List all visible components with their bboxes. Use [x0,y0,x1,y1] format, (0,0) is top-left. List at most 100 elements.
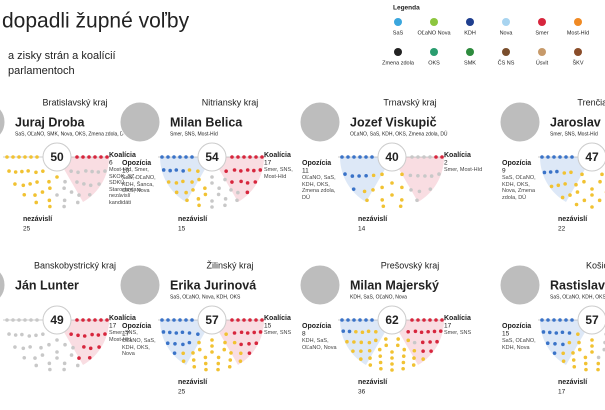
seat [90,332,94,337]
seat [168,168,172,173]
seat [17,155,21,159]
group-count: 8 [302,331,306,338]
legend-swatch [502,48,510,56]
seat [252,168,256,173]
seat [20,332,24,337]
seat [210,199,214,203]
seat [560,330,565,335]
seat [254,318,258,322]
seat [558,318,562,322]
candidate-parties: KDH, SaS, OĽaNO, Nova [350,294,407,300]
candidate-name: Erika Jurinová [170,278,256,292]
seat [20,169,24,174]
seat [210,175,214,179]
region: Košický kraj [586,260,605,270]
seat [93,318,97,322]
seat [82,345,86,349]
seat [40,190,45,194]
opposition-wedge [340,320,392,365]
seat [203,186,207,190]
seat [341,329,346,333]
seat [210,350,214,354]
group-parties: Smer, SNS, Most-Híd [109,330,138,343]
seat [55,356,59,360]
seat [415,198,419,203]
seat [48,186,52,190]
candidate-name: Jaroslav Baška [550,115,605,129]
candidate-name: Ján Lunter [15,278,79,292]
seat [546,318,550,322]
seat [406,338,411,343]
seat [370,318,374,322]
seat [55,193,59,197]
group-parties: KDH, SaS, OĽaNO, Nova [302,338,337,351]
group-parties: Smer, SNS, Most-Híd [264,167,293,180]
seat [596,361,601,366]
group-count: 10 [122,168,130,175]
seat [76,333,80,338]
legend-swatch [538,18,546,26]
total-circle [377,305,407,335]
legend-label: OĽaNO Nova [417,30,451,36]
photo [0,108,6,136]
seat [34,170,38,175]
seat [224,169,228,173]
seat [173,341,177,346]
seat [351,349,355,353]
candidate-name: Jozef Viskupič [350,115,437,129]
seat [412,348,417,353]
seat [245,331,250,335]
seat [561,342,565,347]
seat [236,318,240,322]
region: Trnavský kraj [383,97,436,107]
seat [229,188,233,192]
seat [561,359,566,363]
seat [223,177,227,182]
group-count: 17 [109,323,117,330]
group-parties: OĽaNO, SaS, KDH, OKS, Zmena zdola, DÚ [302,175,336,201]
seat [597,198,602,203]
opposition-wedge [160,157,212,202]
group-parties: Smer, SNS [444,330,472,336]
seat [232,168,237,172]
seat [584,367,588,372]
seat [5,318,9,322]
seat [184,155,188,159]
legend-label: Most-Híd [567,30,589,36]
seat [7,332,11,336]
seat [203,192,208,197]
legend-swatch [538,48,546,56]
group-count: 6 [109,160,113,167]
seat [411,363,416,367]
seat [419,330,424,335]
seat [62,204,66,209]
seat [602,347,605,352]
seat [258,168,263,172]
seat [166,318,170,322]
seat [41,332,45,336]
seat [366,329,371,334]
seat [235,198,239,203]
seat [81,318,85,322]
seat [22,192,27,197]
legend-swatch [502,18,510,26]
legend-label: Smer [535,30,548,36]
seat [381,204,386,209]
group-count: 25 [23,226,31,233]
legend-label: SaS [393,30,404,36]
seat [576,332,580,336]
seat [48,204,52,209]
seat [596,367,600,372]
seat [552,318,556,322]
seat [590,187,594,191]
seat [401,354,406,358]
group-parties: SaS, OĽaNO, KDH, Nova [502,338,536,351]
seat [435,339,439,344]
seat [210,205,214,209]
seat [160,318,164,322]
subtitle: a zisky strán a koalícií [8,50,116,62]
seat [204,367,208,372]
seat [402,347,407,352]
group-count: 15 [502,331,510,338]
seat [227,364,232,369]
